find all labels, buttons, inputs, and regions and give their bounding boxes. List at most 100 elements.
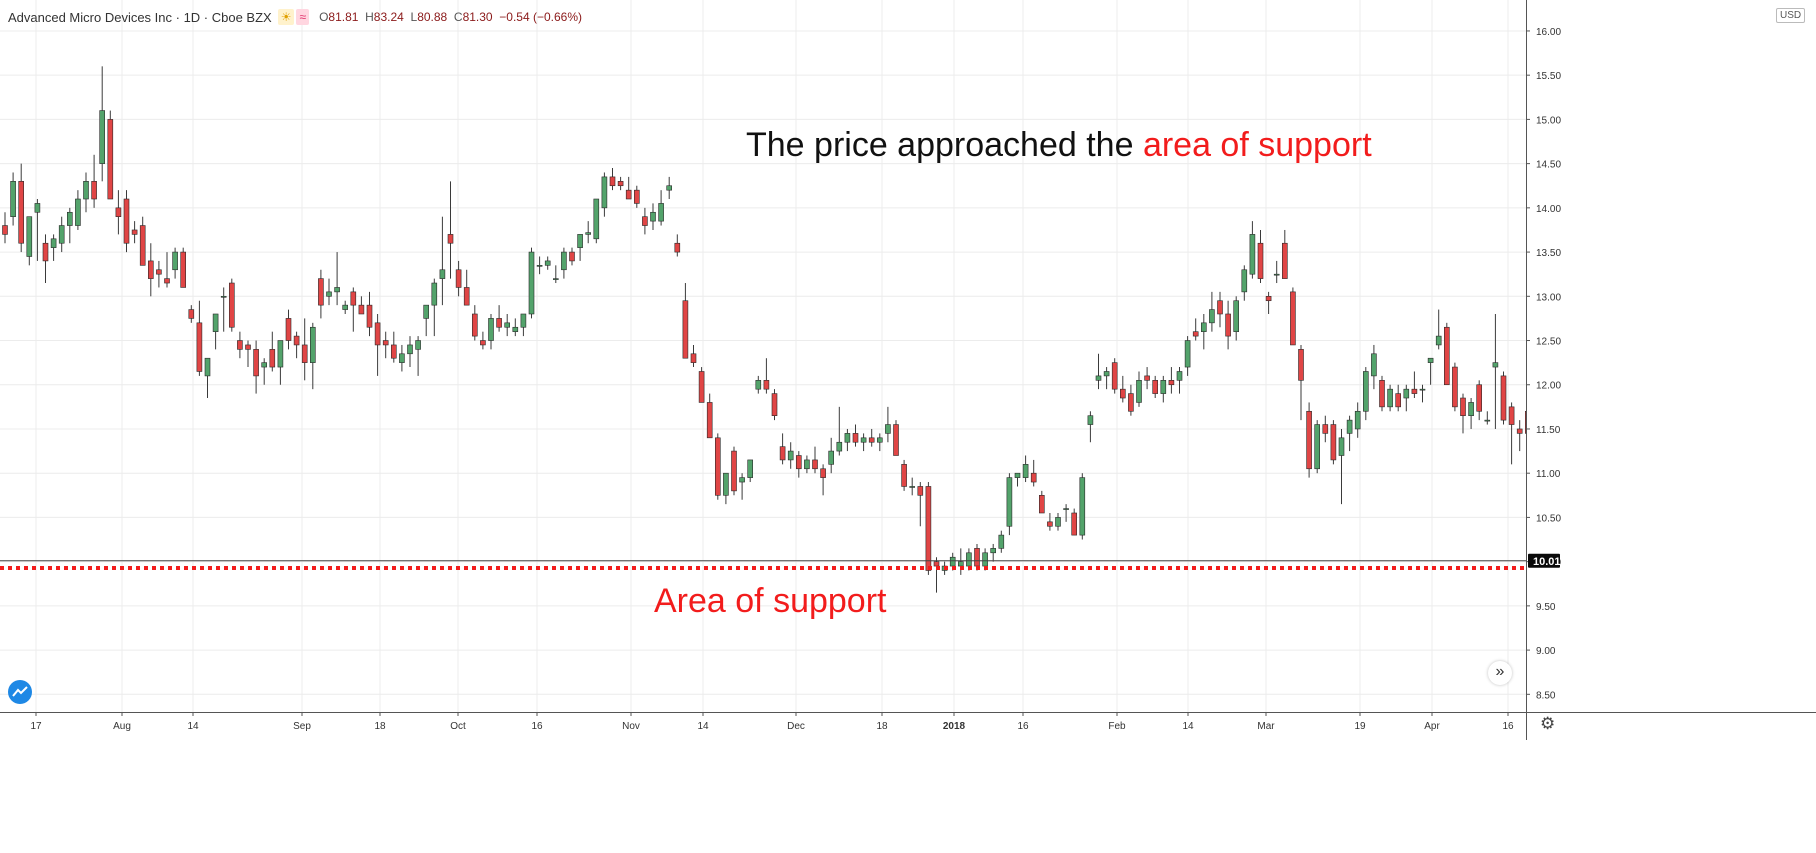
candle: [844, 428, 851, 452]
candle: [804, 455, 810, 474]
candle: [561, 247, 567, 279]
candle: [625, 176, 632, 200]
candle: [1411, 371, 1418, 399]
candle: [188, 305, 195, 323]
candles-layer: [2, 66, 1742, 646]
candle: [455, 260, 462, 297]
y-tick-label: 12.00: [1536, 381, 1561, 392]
candle: [1209, 291, 1215, 332]
candle: [1508, 402, 1515, 465]
x-tick-label: 16: [1502, 721, 1514, 732]
x-tick-label: 18: [876, 721, 888, 732]
candle: [156, 260, 162, 288]
candle: [1184, 336, 1191, 376]
candle: [358, 296, 365, 315]
candle: [229, 278, 235, 332]
candle: [1338, 428, 1345, 505]
high-value: 83.24: [373, 10, 404, 24]
candle: [1516, 420, 1523, 452]
candle: [690, 344, 697, 368]
candle: [739, 473, 745, 500]
candle: [520, 313, 527, 337]
grid-lines: [0, 0, 1526, 712]
candle: [909, 477, 916, 496]
candle: [577, 234, 583, 261]
candle: [990, 543, 997, 562]
change-value: −0.54 (−0.66%): [499, 10, 582, 24]
candle: [326, 278, 332, 306]
x-tick-label: Aug: [113, 721, 131, 732]
candle: [1500, 371, 1507, 425]
candle: [1144, 367, 1150, 390]
scroll-to-realtime-button[interactable]: »: [1488, 661, 1512, 685]
candle: [1298, 344, 1304, 421]
x-tick-label: Oct: [450, 721, 466, 732]
candle: [42, 234, 49, 284]
candle: [1257, 229, 1264, 284]
candle: [131, 221, 138, 244]
x-tick-label: Mar: [1257, 721, 1275, 732]
candle: [512, 318, 519, 337]
y-tick-label: 14.00: [1536, 204, 1561, 215]
candle: [1290, 287, 1296, 346]
x-tick-label: Sep: [293, 721, 311, 732]
last-price-label: 10.01: [1528, 553, 1561, 568]
candle: [1176, 367, 1183, 394]
candle: [115, 190, 122, 235]
candle: [463, 269, 470, 306]
y-tick-label: 11.50: [1536, 425, 1561, 436]
candle: [26, 216, 33, 266]
candle: [301, 318, 308, 381]
candle: [488, 313, 494, 350]
candle: [812, 446, 818, 474]
candle: [957, 548, 964, 575]
candle: [925, 482, 932, 575]
candle: [860, 433, 867, 452]
wave-icon[interactable]: ≈: [296, 9, 310, 25]
candle: [585, 221, 592, 244]
candle: [795, 451, 802, 478]
time-axis[interactable]: 17 Aug 14 Sep 18 Oct 16 Nov 14 Dec 18 2018 16 Feb 14 Ma…: [30, 712, 1514, 732]
candle: [650, 203, 656, 230]
candle: [1427, 357, 1434, 385]
sun-icon[interactable]: ☀: [277, 9, 295, 25]
candle: [293, 331, 300, 359]
last-price-text: 10.01: [1533, 556, 1561, 568]
candle: [366, 291, 373, 337]
close-value: 81.30: [462, 10, 493, 24]
candle: [998, 530, 1005, 553]
open-value: 81.81: [328, 10, 359, 24]
gear-icon[interactable]: ⚙: [1540, 714, 1556, 733]
candle: [706, 393, 713, 439]
y-tick-label: 13.50: [1536, 248, 1561, 259]
candle: [536, 256, 543, 275]
candle: [1055, 512, 1061, 531]
candle: [933, 557, 940, 593]
y-tick-label: 9.50: [1536, 602, 1556, 613]
candle: [828, 437, 835, 474]
candle: [342, 300, 349, 314]
x-tick-label: 19: [1354, 721, 1366, 732]
candle: [107, 110, 114, 200]
candle: [334, 252, 340, 306]
candle: [196, 300, 203, 376]
candle: [1087, 411, 1094, 443]
candle: [350, 287, 357, 332]
candle: [901, 459, 907, 491]
candle: [1014, 472, 1021, 487]
currency-badge[interactable]: USD: [1776, 8, 1806, 23]
y-tick-label: 16.00: [1536, 27, 1561, 38]
candle: [1136, 371, 1142, 407]
candle: [496, 305, 502, 332]
symbol-title[interactable]: Advanced Micro Devices Inc · 1D · Cboe B…: [8, 9, 272, 25]
candle: [139, 216, 146, 266]
candle: [852, 424, 859, 447]
candle: [917, 482, 924, 527]
candle: [1071, 508, 1077, 536]
candle: [50, 234, 57, 261]
candle: [374, 313, 381, 376]
tradingview-logo-icon[interactable]: [8, 680, 32, 704]
annotation-support: Area of support: [654, 582, 887, 620]
